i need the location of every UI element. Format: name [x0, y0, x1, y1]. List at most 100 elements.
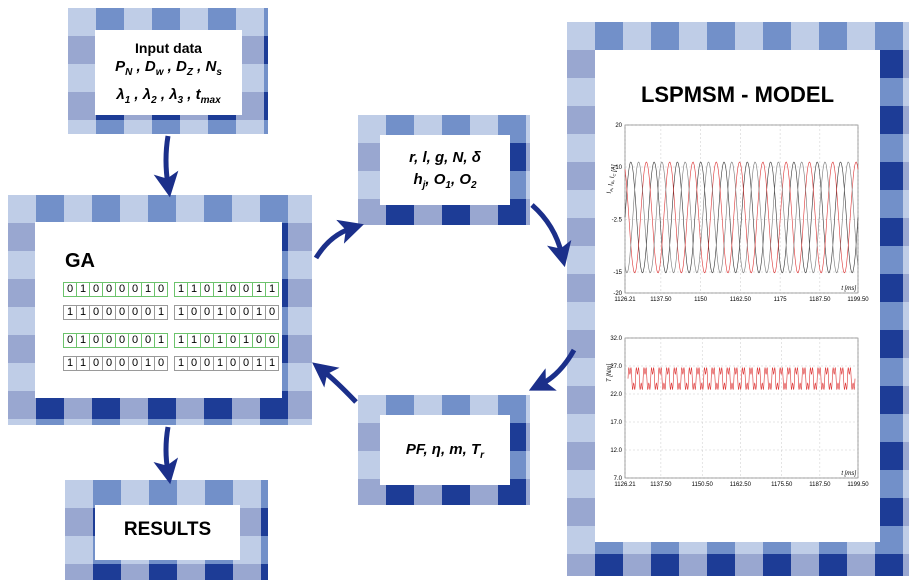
bit: 1: [76, 334, 89, 347]
subscript: B: [610, 181, 615, 184]
y-tick-label: -15: [613, 270, 622, 276]
bit: 0: [115, 306, 128, 319]
arrow: [153, 135, 179, 198]
params-box: r, l, g, N, δ hj, O1, O2: [380, 135, 510, 205]
subscript: 1: [445, 180, 451, 191]
results-box: RESULTS: [95, 505, 240, 560]
bit: 1: [177, 306, 185, 318]
subscript: w: [155, 67, 164, 78]
x-tick-label: 1187.50: [809, 482, 831, 488]
bit: 1: [66, 306, 74, 318]
y-tick-label: 20: [615, 123, 622, 129]
symbol: N: [452, 149, 464, 166]
separator: ,: [156, 86, 170, 103]
results-frame: RESULTS: [65, 480, 268, 580]
symbol: λ: [142, 86, 152, 103]
bit: 0: [115, 334, 128, 347]
symbol: N: [205, 58, 217, 75]
x-tick-label: 1175.50: [771, 482, 793, 488]
x-tick-label: 1199.50: [847, 482, 869, 488]
formula-line: PN , Dw , DZ , Ns: [95, 56, 242, 84]
separator: ,: [609, 186, 615, 189]
bit: 0: [265, 306, 278, 319]
bit: 0: [239, 306, 252, 319]
bit: 0: [141, 334, 154, 347]
bit: 0: [89, 306, 102, 319]
bit: 1: [141, 357, 154, 370]
symbol: η: [431, 441, 441, 458]
separator: ,: [444, 149, 453, 166]
y-tick-label: 17.0: [610, 420, 622, 426]
formula-line: PF, η, m, Tr: [380, 439, 510, 467]
results-title: RESULTS: [123, 519, 212, 540]
formula-line: r, l, g, N, δ: [380, 147, 510, 169]
subscript: 2: [470, 180, 477, 191]
formula-line: λ1 , λ2 , λ3 , tmax: [95, 84, 242, 112]
y-tick-label: 10: [615, 165, 622, 171]
bit: 0: [128, 283, 141, 296]
bit: 1: [177, 283, 185, 295]
waveform: [624, 161, 859, 274]
subscript: max: [200, 95, 221, 106]
subscript: j: [422, 180, 426, 191]
bit: 0: [102, 334, 115, 347]
waveform: [624, 161, 859, 274]
symbol: T: [470, 441, 481, 458]
waveform: [624, 161, 859, 274]
y-tick-label: 27.0: [610, 364, 622, 370]
outputs-frame: PF, η, m, Tr: [358, 395, 530, 505]
bit: 0: [200, 306, 213, 319]
waveform: [627, 367, 856, 390]
bit: 1: [76, 357, 89, 370]
bit: 1: [76, 283, 89, 296]
formula-line: hj, O1, O2: [380, 169, 510, 197]
x-tick-label: 1150: [694, 297, 708, 303]
y-tick-label: 7.0: [614, 476, 623, 482]
bit: 1: [265, 357, 278, 370]
subscript: 2: [151, 95, 157, 106]
x-axis-label: t [ms]: [841, 286, 856, 292]
input-title: Input data: [135, 40, 202, 56]
arrow: [528, 348, 577, 391]
bit: 1: [141, 283, 154, 296]
bit: 1: [177, 357, 185, 369]
bit: 0: [252, 334, 265, 347]
bit: 0: [115, 283, 128, 296]
plot-area: [624, 337, 859, 479]
bit: 1: [177, 334, 185, 346]
bit: 0: [239, 357, 252, 370]
params-frame: r, l, g, N, δ hj, O1, O2: [358, 115, 530, 225]
x-tick-label: 1175: [774, 297, 788, 303]
bit: 0: [200, 283, 213, 296]
symbol: I: [607, 191, 613, 193]
bit: 1: [213, 306, 226, 319]
subscript: A: [609, 189, 614, 193]
bit: 0: [200, 357, 213, 370]
x-tick-label: 1150.50: [692, 482, 714, 488]
y-tick-label: 32.0: [610, 336, 622, 342]
arrow: [313, 219, 364, 260]
y-tick-label: 12.0: [610, 448, 622, 454]
symbol: λ: [169, 86, 178, 103]
subscript: C: [612, 173, 617, 176]
bit: 0: [66, 283, 74, 295]
arrow: [312, 362, 358, 404]
bit: 0: [239, 283, 252, 296]
bit: 1: [66, 357, 74, 369]
bit: 0: [226, 357, 239, 370]
symbol: I: [610, 176, 616, 178]
bit: 0: [226, 283, 239, 296]
symbol: g: [435, 149, 445, 166]
symbol: r: [409, 149, 415, 166]
separator: ,: [423, 441, 432, 458]
ga-title: GA: [65, 250, 95, 272]
x-tick-label: 1162.50: [730, 297, 752, 303]
input-frame: Input data PN , Dw , DZ , Ns λ1 , λ2 , λ3…: [68, 8, 268, 134]
